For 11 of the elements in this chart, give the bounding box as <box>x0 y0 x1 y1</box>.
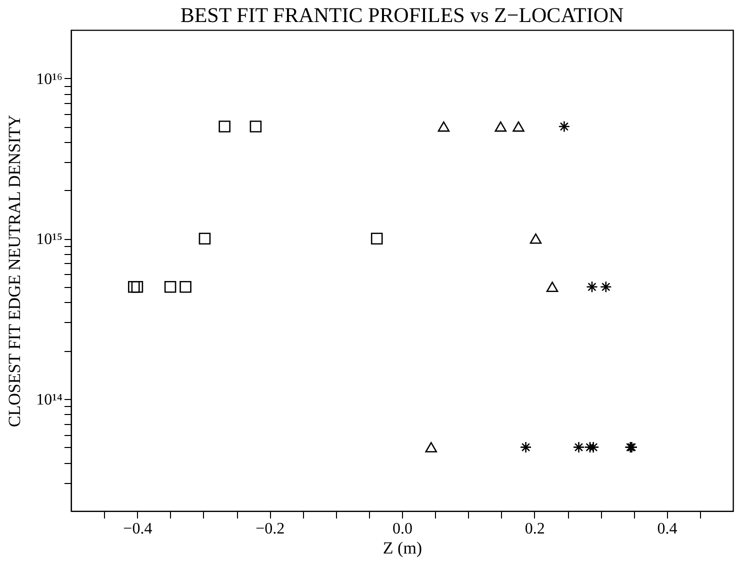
y-tick-label: 10¹⁵ <box>36 231 62 248</box>
x-tick-label: 0.4 <box>657 520 678 538</box>
y-tick-label: 10¹⁴ <box>36 391 63 408</box>
chart-title: BEST FIT FRANTIC PROFILES vs Z−LOCATION <box>180 3 624 27</box>
x-tick-label: 0.2 <box>524 520 545 538</box>
x-tick-label: 0.0 <box>392 520 412 538</box>
x-axis-title: Z (m) <box>382 538 422 558</box>
x-tick-label: −0.2 <box>256 520 285 538</box>
y-axis-title: CLOSEST FIT EDGE NEUTRAL DENSITY <box>5 114 24 428</box>
y-tick-label: 10¹⁶ <box>36 70 62 88</box>
x-tick-label: −0.4 <box>123 520 152 538</box>
